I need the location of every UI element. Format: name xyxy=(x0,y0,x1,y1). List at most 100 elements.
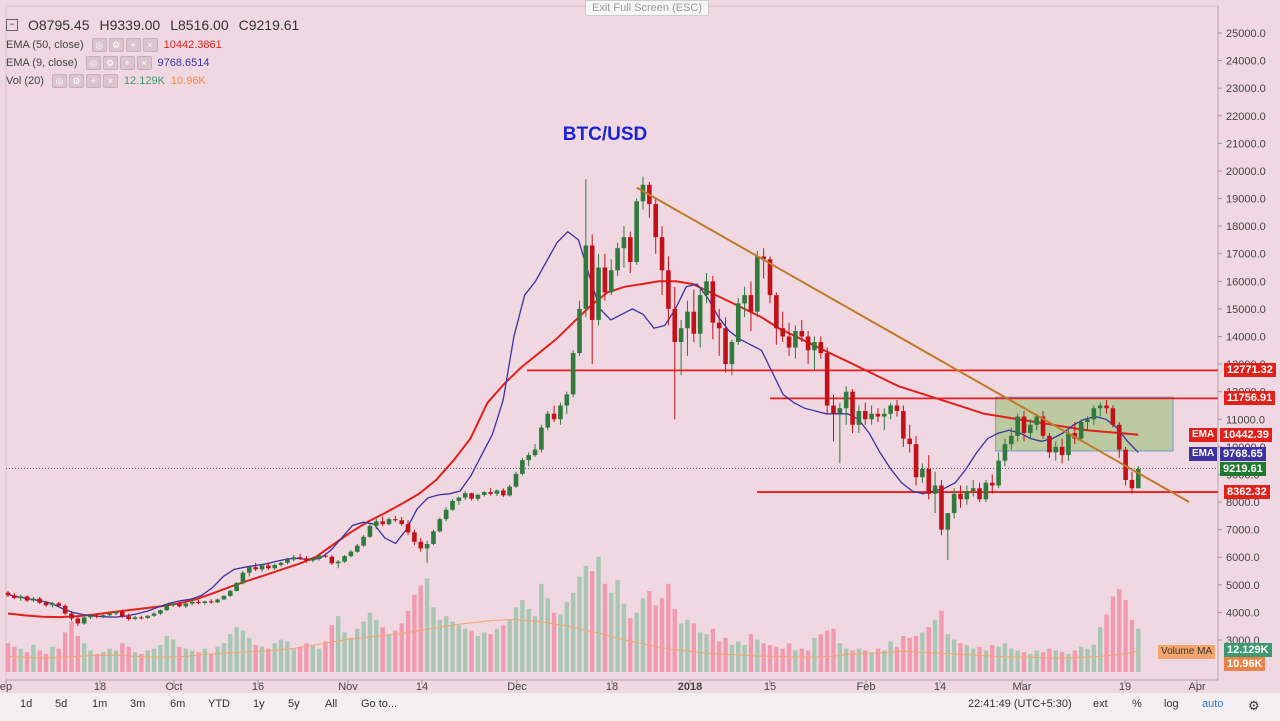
clock-timezone[interactable]: 22:41:49 (UTC+5:30) xyxy=(968,698,1072,710)
volume-bar xyxy=(469,630,474,672)
x-tick-label: 14 xyxy=(416,681,428,692)
volume-bar xyxy=(844,648,849,672)
candle-body xyxy=(1091,408,1097,420)
candle-body xyxy=(704,281,709,296)
volume-bar xyxy=(1085,648,1090,672)
candle-body xyxy=(678,328,684,343)
volume-bar xyxy=(1015,650,1020,672)
range-3m-button[interactable]: 3m xyxy=(130,698,146,710)
candle-body xyxy=(875,413,881,417)
ema50-tag-value: 10442.39 xyxy=(1220,428,1272,442)
volume-bar xyxy=(113,650,119,672)
candle-body xyxy=(12,595,17,599)
volume-bar xyxy=(88,650,93,672)
candle-body xyxy=(107,613,112,616)
chart-canvas[interactable]: 3000.04000.05000.06000.07000.08000.09000… xyxy=(0,0,1280,692)
candle-body xyxy=(501,490,506,496)
candle-body xyxy=(691,311,697,334)
y-tick-label: 5000.0 xyxy=(1226,580,1260,592)
volume-bar xyxy=(139,654,144,672)
settings-gear-icon[interactable]: ⚙ xyxy=(1248,698,1260,713)
indicator-ema50-controls[interactable]: ◎ ⚙ + × xyxy=(91,38,158,52)
candle-body xyxy=(1047,435,1052,453)
candle-body xyxy=(970,488,976,492)
candle-body xyxy=(951,493,957,514)
volume-bar xyxy=(590,571,595,672)
range-1d-button[interactable]: 1d xyxy=(20,698,33,710)
volume-bar xyxy=(75,636,81,672)
candle-body xyxy=(888,405,893,414)
range-6m-button[interactable]: 6m xyxy=(170,698,186,710)
volume-bar xyxy=(177,646,182,672)
volume-bar xyxy=(767,645,773,672)
volume-bar xyxy=(926,627,931,672)
collapse-legend-icon[interactable]: − xyxy=(6,19,18,31)
auto-scale-toggle[interactable]: auto xyxy=(1202,698,1224,710)
candle-body xyxy=(558,405,563,420)
extended-hours-toggle[interactable]: ext xyxy=(1093,698,1108,710)
range-1y-button[interactable]: 1y xyxy=(253,698,265,710)
candle-body xyxy=(850,391,855,425)
volume-bar xyxy=(18,648,23,672)
indicator-vol-controls[interactable]: ◎ ⚙ + × xyxy=(51,74,118,88)
candle-body xyxy=(196,601,201,604)
volume-bar xyxy=(418,585,423,672)
goto-date-button[interactable]: Go to... xyxy=(361,698,398,710)
indicator-ema9-controls[interactable]: ◎ ⚙ + × xyxy=(85,56,152,70)
range-5y-button[interactable]: 5y xyxy=(288,698,300,710)
volume-bar xyxy=(329,625,335,672)
volume-bar xyxy=(82,643,87,672)
candle-body xyxy=(843,391,849,409)
volume-bar xyxy=(145,650,150,672)
volume-bar xyxy=(393,630,398,672)
candle-body xyxy=(780,328,785,337)
candle-body xyxy=(120,611,125,617)
volume-bar xyxy=(602,583,608,672)
volume-bar xyxy=(126,646,131,672)
volume-bar xyxy=(1034,650,1039,672)
volume-bar xyxy=(221,643,227,672)
y-tick-label: 11000.0 xyxy=(1226,414,1265,426)
volume-bar xyxy=(958,643,963,672)
candle-body xyxy=(469,493,474,499)
volume-ma-tag-value: 10.96K xyxy=(1224,657,1266,671)
volume-bar xyxy=(1053,650,1058,672)
candle-body xyxy=(234,583,239,591)
ohlc-open: O8795.45 xyxy=(28,17,90,33)
candle-body xyxy=(812,342,817,351)
range-5d-button[interactable]: 5d xyxy=(55,698,68,710)
percent-scale-toggle[interactable]: % xyxy=(1132,698,1142,710)
ema50-tag-label: EMA xyxy=(1189,428,1218,442)
y-tick-label: 24000.0 xyxy=(1226,56,1266,68)
candle-body xyxy=(1009,435,1014,445)
volume-bar xyxy=(310,645,315,672)
candle-body xyxy=(596,267,601,320)
candle-body xyxy=(304,558,309,561)
candle-body xyxy=(1129,479,1135,489)
candle-body xyxy=(939,485,944,530)
range-1m-button[interactable]: 1m xyxy=(92,698,108,710)
candle-body xyxy=(24,596,30,601)
candle-body xyxy=(323,555,328,557)
volume-bar xyxy=(62,632,68,672)
candle-body xyxy=(247,567,252,573)
y-tick-label: 18000.0 xyxy=(1226,221,1266,233)
candle-body xyxy=(437,519,443,532)
volume-bar xyxy=(1104,614,1109,672)
exit-fullscreen-button[interactable]: Exit Full Screen (ESC) xyxy=(585,0,710,16)
y-tick-label: 4000.0 xyxy=(1226,607,1260,619)
candle-body xyxy=(1040,416,1046,436)
candle-body xyxy=(431,531,436,544)
volume-bar xyxy=(710,628,716,672)
candle-body xyxy=(818,342,824,354)
range-all-button[interactable]: All xyxy=(325,698,338,710)
candle-body xyxy=(786,336,792,348)
candle-body xyxy=(793,330,798,348)
log-scale-toggle[interactable]: log xyxy=(1164,698,1179,710)
candle-body xyxy=(977,488,982,500)
x-tick-label: Dec xyxy=(507,681,527,692)
volume-bar xyxy=(659,598,665,672)
y-tick-label: 6000.0 xyxy=(1226,552,1260,564)
candle-body xyxy=(367,525,373,537)
range-ytd-button[interactable]: YTD xyxy=(208,698,230,710)
